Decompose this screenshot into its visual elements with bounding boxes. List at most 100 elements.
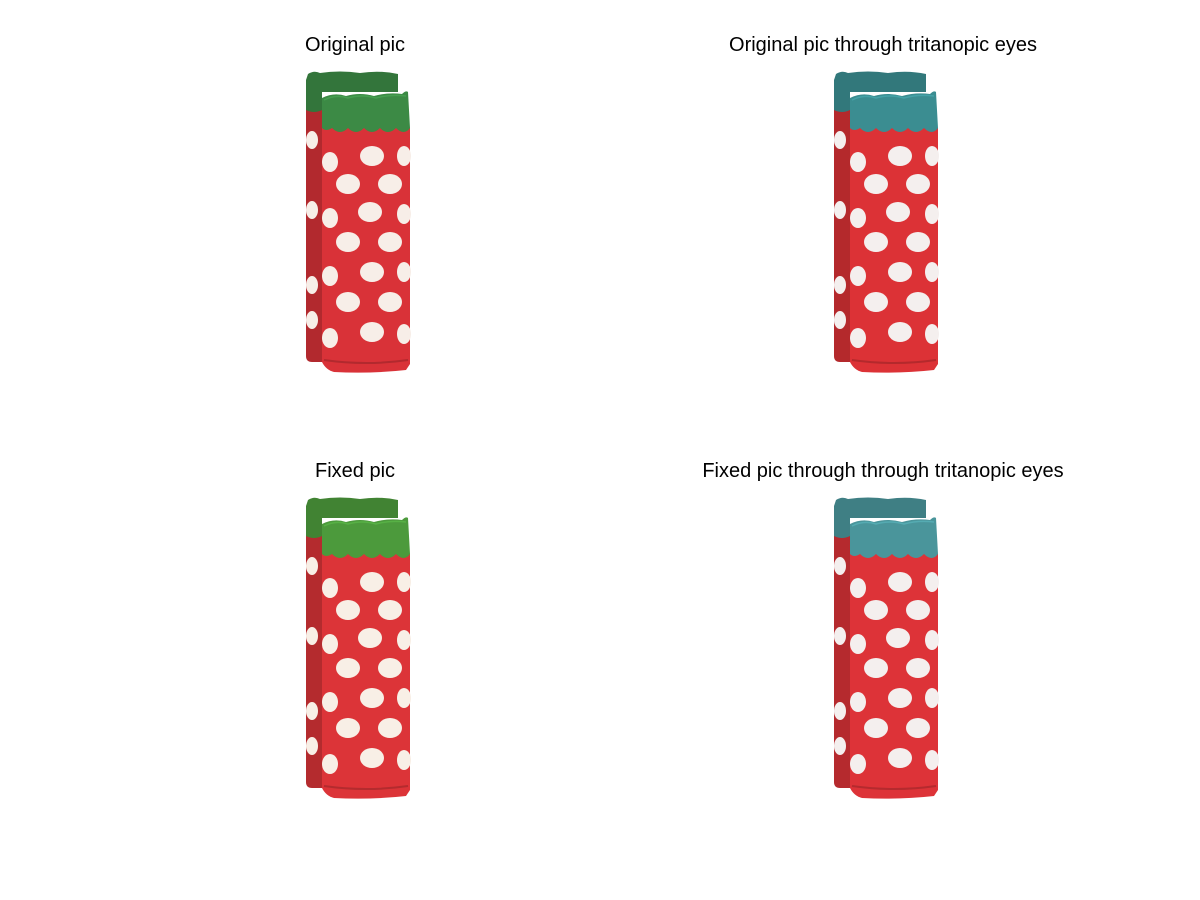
polka-dot: [886, 628, 910, 648]
polka-dot: [864, 174, 888, 194]
sock-pair: [306, 72, 411, 373]
polka-dot: [322, 754, 338, 774]
polka-dot: [336, 658, 360, 678]
polka-dot: [925, 324, 939, 344]
polka-dot: [864, 718, 888, 738]
back-sock-dot: [834, 627, 846, 645]
polka-dot: [888, 748, 912, 768]
polka-dot: [397, 572, 411, 592]
back-sock-dot: [834, 702, 846, 720]
polka-dot: [925, 630, 939, 650]
polka-dot: [397, 146, 411, 166]
front-sock: [850, 517, 939, 798]
polka-dot: [886, 202, 910, 222]
sock-image-fixed-tritanopic: [828, 496, 943, 801]
polka-dot: [906, 718, 930, 738]
back-sock-dot: [834, 276, 846, 294]
polka-dot: [322, 152, 338, 172]
polka-dot: [322, 634, 338, 654]
polka-dot: [925, 688, 939, 708]
polka-dot: [906, 174, 930, 194]
polka-dot: [864, 658, 888, 678]
polka-dot: [850, 266, 866, 286]
polka-dot: [378, 718, 402, 738]
back-sock-dot: [306, 131, 318, 149]
sock-pair: [306, 498, 411, 799]
polka-dot: [358, 202, 382, 222]
back-sock-dot: [306, 557, 318, 575]
polka-dot: [925, 146, 939, 166]
polka-dot: [378, 658, 402, 678]
panel-title-fixed-tritanopic: Fixed pic through through tritanopic eye…: [702, 459, 1063, 483]
sock-pair: [834, 72, 939, 373]
front-sock: [850, 91, 939, 372]
back-sock-dot: [834, 557, 846, 575]
back-sock-dot: [306, 737, 318, 755]
polka-dot: [378, 292, 402, 312]
polka-dot: [925, 204, 939, 224]
polka-dot: [925, 750, 939, 770]
polka-dot: [888, 262, 912, 282]
polka-dot: [906, 232, 930, 252]
polka-dot: [336, 292, 360, 312]
front-sock: [322, 91, 411, 372]
front-sock-cuff: [850, 517, 938, 558]
panel-title-original: Original pic: [305, 33, 405, 57]
polka-dot: [925, 262, 939, 282]
back-sock-dot: [834, 737, 846, 755]
polka-dot: [850, 692, 866, 712]
polka-dot: [850, 152, 866, 172]
polka-dot: [360, 262, 384, 282]
polka-dot: [360, 688, 384, 708]
polka-dot: [360, 146, 384, 166]
polka-dot: [397, 262, 411, 282]
polka-dot: [888, 322, 912, 342]
sock-image-original: [300, 70, 415, 375]
polka-dot: [906, 292, 930, 312]
polka-dot: [358, 628, 382, 648]
polka-dot: [336, 600, 360, 620]
polka-dot: [906, 600, 930, 620]
sock-image-original-tritanopic: [828, 70, 943, 375]
front-sock-cuff: [322, 517, 410, 558]
polka-dot: [906, 658, 930, 678]
polka-dot: [850, 578, 866, 598]
back-sock-dot: [834, 311, 846, 329]
polka-dot: [322, 328, 338, 348]
back-sock-dot: [306, 311, 318, 329]
polka-dot: [397, 688, 411, 708]
polka-dot: [397, 204, 411, 224]
polka-dot: [322, 578, 338, 598]
polka-dot: [925, 572, 939, 592]
polka-dot: [322, 266, 338, 286]
polka-dot: [378, 600, 402, 620]
polka-dot: [360, 572, 384, 592]
polka-dot: [850, 208, 866, 228]
polka-dot: [378, 232, 402, 252]
polka-dot: [397, 324, 411, 344]
polka-dot: [360, 322, 384, 342]
polka-dot: [864, 292, 888, 312]
polka-dot: [888, 572, 912, 592]
polka-dot: [397, 630, 411, 650]
sock-pair: [834, 498, 939, 799]
polka-dot: [888, 688, 912, 708]
back-sock-dot: [306, 627, 318, 645]
polka-dot: [850, 634, 866, 654]
front-sock: [322, 517, 411, 798]
polka-dot: [397, 750, 411, 770]
back-sock-dot: [306, 276, 318, 294]
polka-dot: [850, 328, 866, 348]
front-sock-cuff: [322, 91, 410, 132]
polka-dot: [864, 600, 888, 620]
back-sock-dot: [306, 702, 318, 720]
polka-dot: [850, 754, 866, 774]
panel-title-original-tritanopic: Original pic through tritanopic eyes: [729, 33, 1037, 57]
front-sock-cuff: [850, 91, 938, 132]
polka-dot: [322, 208, 338, 228]
back-sock-dot: [834, 131, 846, 149]
polka-dot: [378, 174, 402, 194]
polka-dot: [360, 748, 384, 768]
polka-dot: [336, 174, 360, 194]
back-sock-dot: [834, 201, 846, 219]
